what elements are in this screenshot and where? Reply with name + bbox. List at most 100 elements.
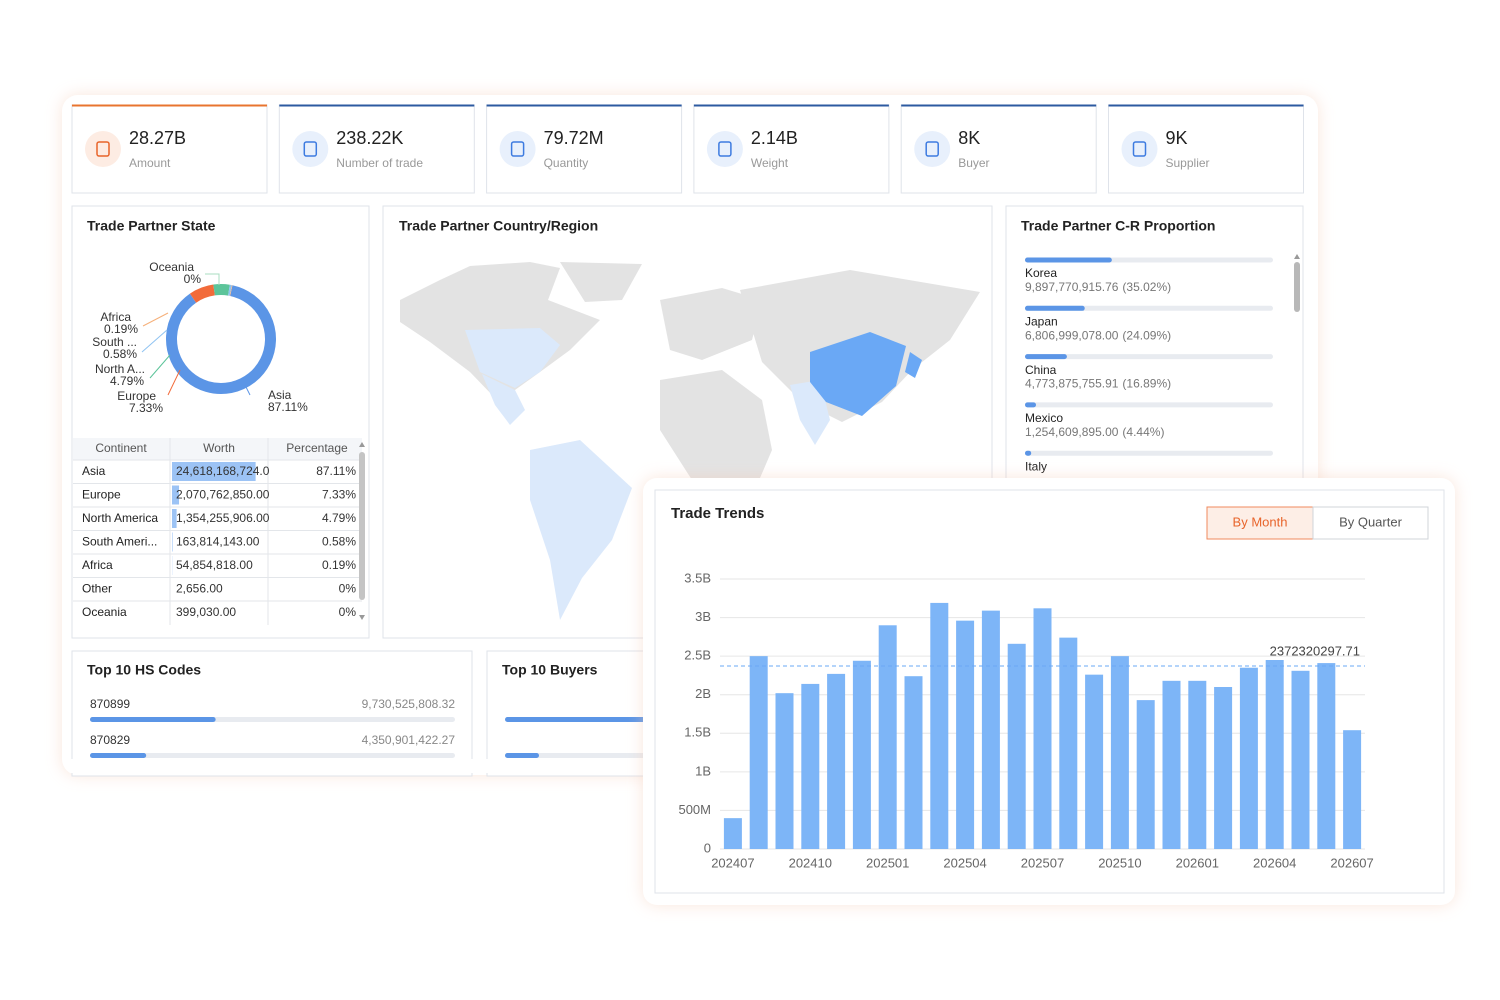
bar: [930, 602, 949, 849]
x-tick-label: 202607: [1330, 855, 1373, 870]
toggle-button[interactable]: [1206, 506, 1314, 540]
hs-bar: [90, 753, 147, 758]
map-region-highlight: [905, 352, 922, 378]
table-cell: Europe: [82, 488, 121, 502]
map-region: [465, 328, 560, 388]
x-tick-label: 202507: [1021, 855, 1064, 870]
donut-slice: [213, 284, 230, 296]
worth-bar: [172, 485, 180, 505]
panel: [71, 205, 370, 639]
scrollbar-thumb: [359, 452, 365, 600]
country-name: China: [1025, 363, 1057, 377]
table-cell: 54,854,818.00: [176, 558, 253, 572]
kpi-name: Quantity: [544, 156, 589, 170]
kpi-value: 79.72M: [544, 128, 604, 148]
x-tick-label: 202510: [1098, 855, 1141, 870]
donut-label: North A...: [95, 362, 145, 376]
share-track: [1025, 450, 1273, 456]
table-header-cell: Percentage: [286, 441, 348, 455]
bar: [1239, 667, 1258, 849]
table-header-cell: Worth: [203, 441, 235, 455]
average-label: 2372320297.71: [1270, 643, 1360, 658]
share-text: (16.89%): [1122, 377, 1171, 391]
y-tick-label: 1.5B: [684, 725, 711, 740]
share-text: (35.02%): [1122, 280, 1171, 294]
table-cell: North America: [82, 511, 158, 525]
table-cell: 87.11%: [316, 464, 356, 478]
kpi-icon: [706, 131, 743, 167]
kpi-value: 238.22K: [336, 128, 403, 148]
value-text: 6,806,999,078.00: [1025, 328, 1119, 342]
bar: [878, 625, 897, 849]
x-tick-label: 202504: [943, 855, 986, 870]
y-tick-label: 1B: [695, 763, 711, 778]
country-name: Italy: [1025, 459, 1047, 473]
worth-bar: [172, 532, 173, 552]
kpi-value: 9K: [1166, 128, 1188, 148]
table-cell: 24,618,168,724.0: [176, 464, 270, 478]
panel-title: Top 10 HS Codes: [87, 662, 201, 678]
table-cell: 2,656.00: [176, 582, 223, 596]
kpi-icon: [914, 131, 951, 167]
scroll-arrow: [1294, 254, 1300, 259]
buyer-bar: [505, 753, 539, 758]
table-cell: 0%: [339, 605, 357, 619]
table-cell: Other: [82, 582, 112, 596]
y-tick-label: 500M: [678, 802, 711, 817]
share-bar: [1025, 354, 1067, 360]
country-value: 6,806,999,078.00 (24.09%): [1025, 328, 1171, 342]
hs-value: 9,730,525,808.32: [362, 697, 456, 711]
y-tick-label: 3B: [695, 609, 711, 624]
country-name: Japan: [1025, 314, 1058, 328]
share-bar: [1025, 402, 1037, 408]
country-name: Mexico: [1025, 411, 1063, 425]
y-tick-label: 0: [704, 840, 711, 855]
x-tick-label: 202604: [1253, 855, 1296, 870]
share-track: [1025, 402, 1273, 408]
bar: [1110, 656, 1129, 849]
panel-title: Trade Partner Country/Region: [399, 218, 598, 234]
x-tick-label: 202410: [789, 855, 832, 870]
table-cell: 0.19%: [322, 558, 356, 572]
y-tick-label: 2B: [695, 686, 711, 701]
country-name: Korea: [1025, 266, 1057, 280]
table-header-cell: Continent: [95, 441, 147, 455]
kpi-name: Weight: [751, 156, 789, 170]
table-cell: Oceania: [82, 605, 127, 619]
map-region: [530, 440, 632, 620]
kpi-name: Supplier: [1166, 156, 1210, 170]
share-text: (24.09%): [1122, 328, 1171, 342]
donut-value-label: 7.33%: [129, 401, 163, 415]
donut-label: Asia: [268, 388, 292, 402]
worth-bar: [172, 462, 256, 481]
toggle-button[interactable]: [1312, 506, 1429, 540]
donut-slice: [189, 284, 216, 303]
leader-line: [245, 386, 251, 396]
bar: [801, 683, 820, 849]
donut-label: South ...: [92, 335, 137, 349]
donut-value-label: 4.79%: [110, 374, 144, 388]
bar: [1007, 643, 1026, 849]
kpi-icon: [292, 131, 329, 167]
panel-border: [654, 489, 1445, 894]
map-region: [660, 288, 762, 360]
table-cell: 1,354,255,906.00: [176, 511, 270, 525]
bar: [1265, 660, 1284, 849]
scrollbar-thumb: [1294, 262, 1300, 312]
bar: [1214, 687, 1233, 849]
share-track: [1025, 354, 1273, 360]
donut-value-label: 0.19%: [104, 322, 138, 336]
table-cell: 4.79%: [322, 511, 356, 525]
country-value: 9,897,770,915.76 (35.02%): [1025, 280, 1171, 294]
donut-value-label: 87.11%: [268, 400, 308, 414]
main-card: 28.27B Amount 238.22K Number of trade 79.72M…: [62, 95, 1318, 777]
kpi-value: 28.27B: [129, 128, 186, 148]
scroll-arrow: [359, 615, 365, 620]
table-cell: Africa: [82, 558, 113, 572]
bar: [775, 693, 794, 849]
x-tick-label: 202407: [711, 855, 754, 870]
panel-title: Trade Partner C-R Proportion: [1021, 218, 1215, 234]
bar: [1033, 608, 1052, 849]
kpi-icon-glyph: [718, 141, 732, 157]
value-text: 1,254,609,895.00: [1025, 425, 1119, 439]
